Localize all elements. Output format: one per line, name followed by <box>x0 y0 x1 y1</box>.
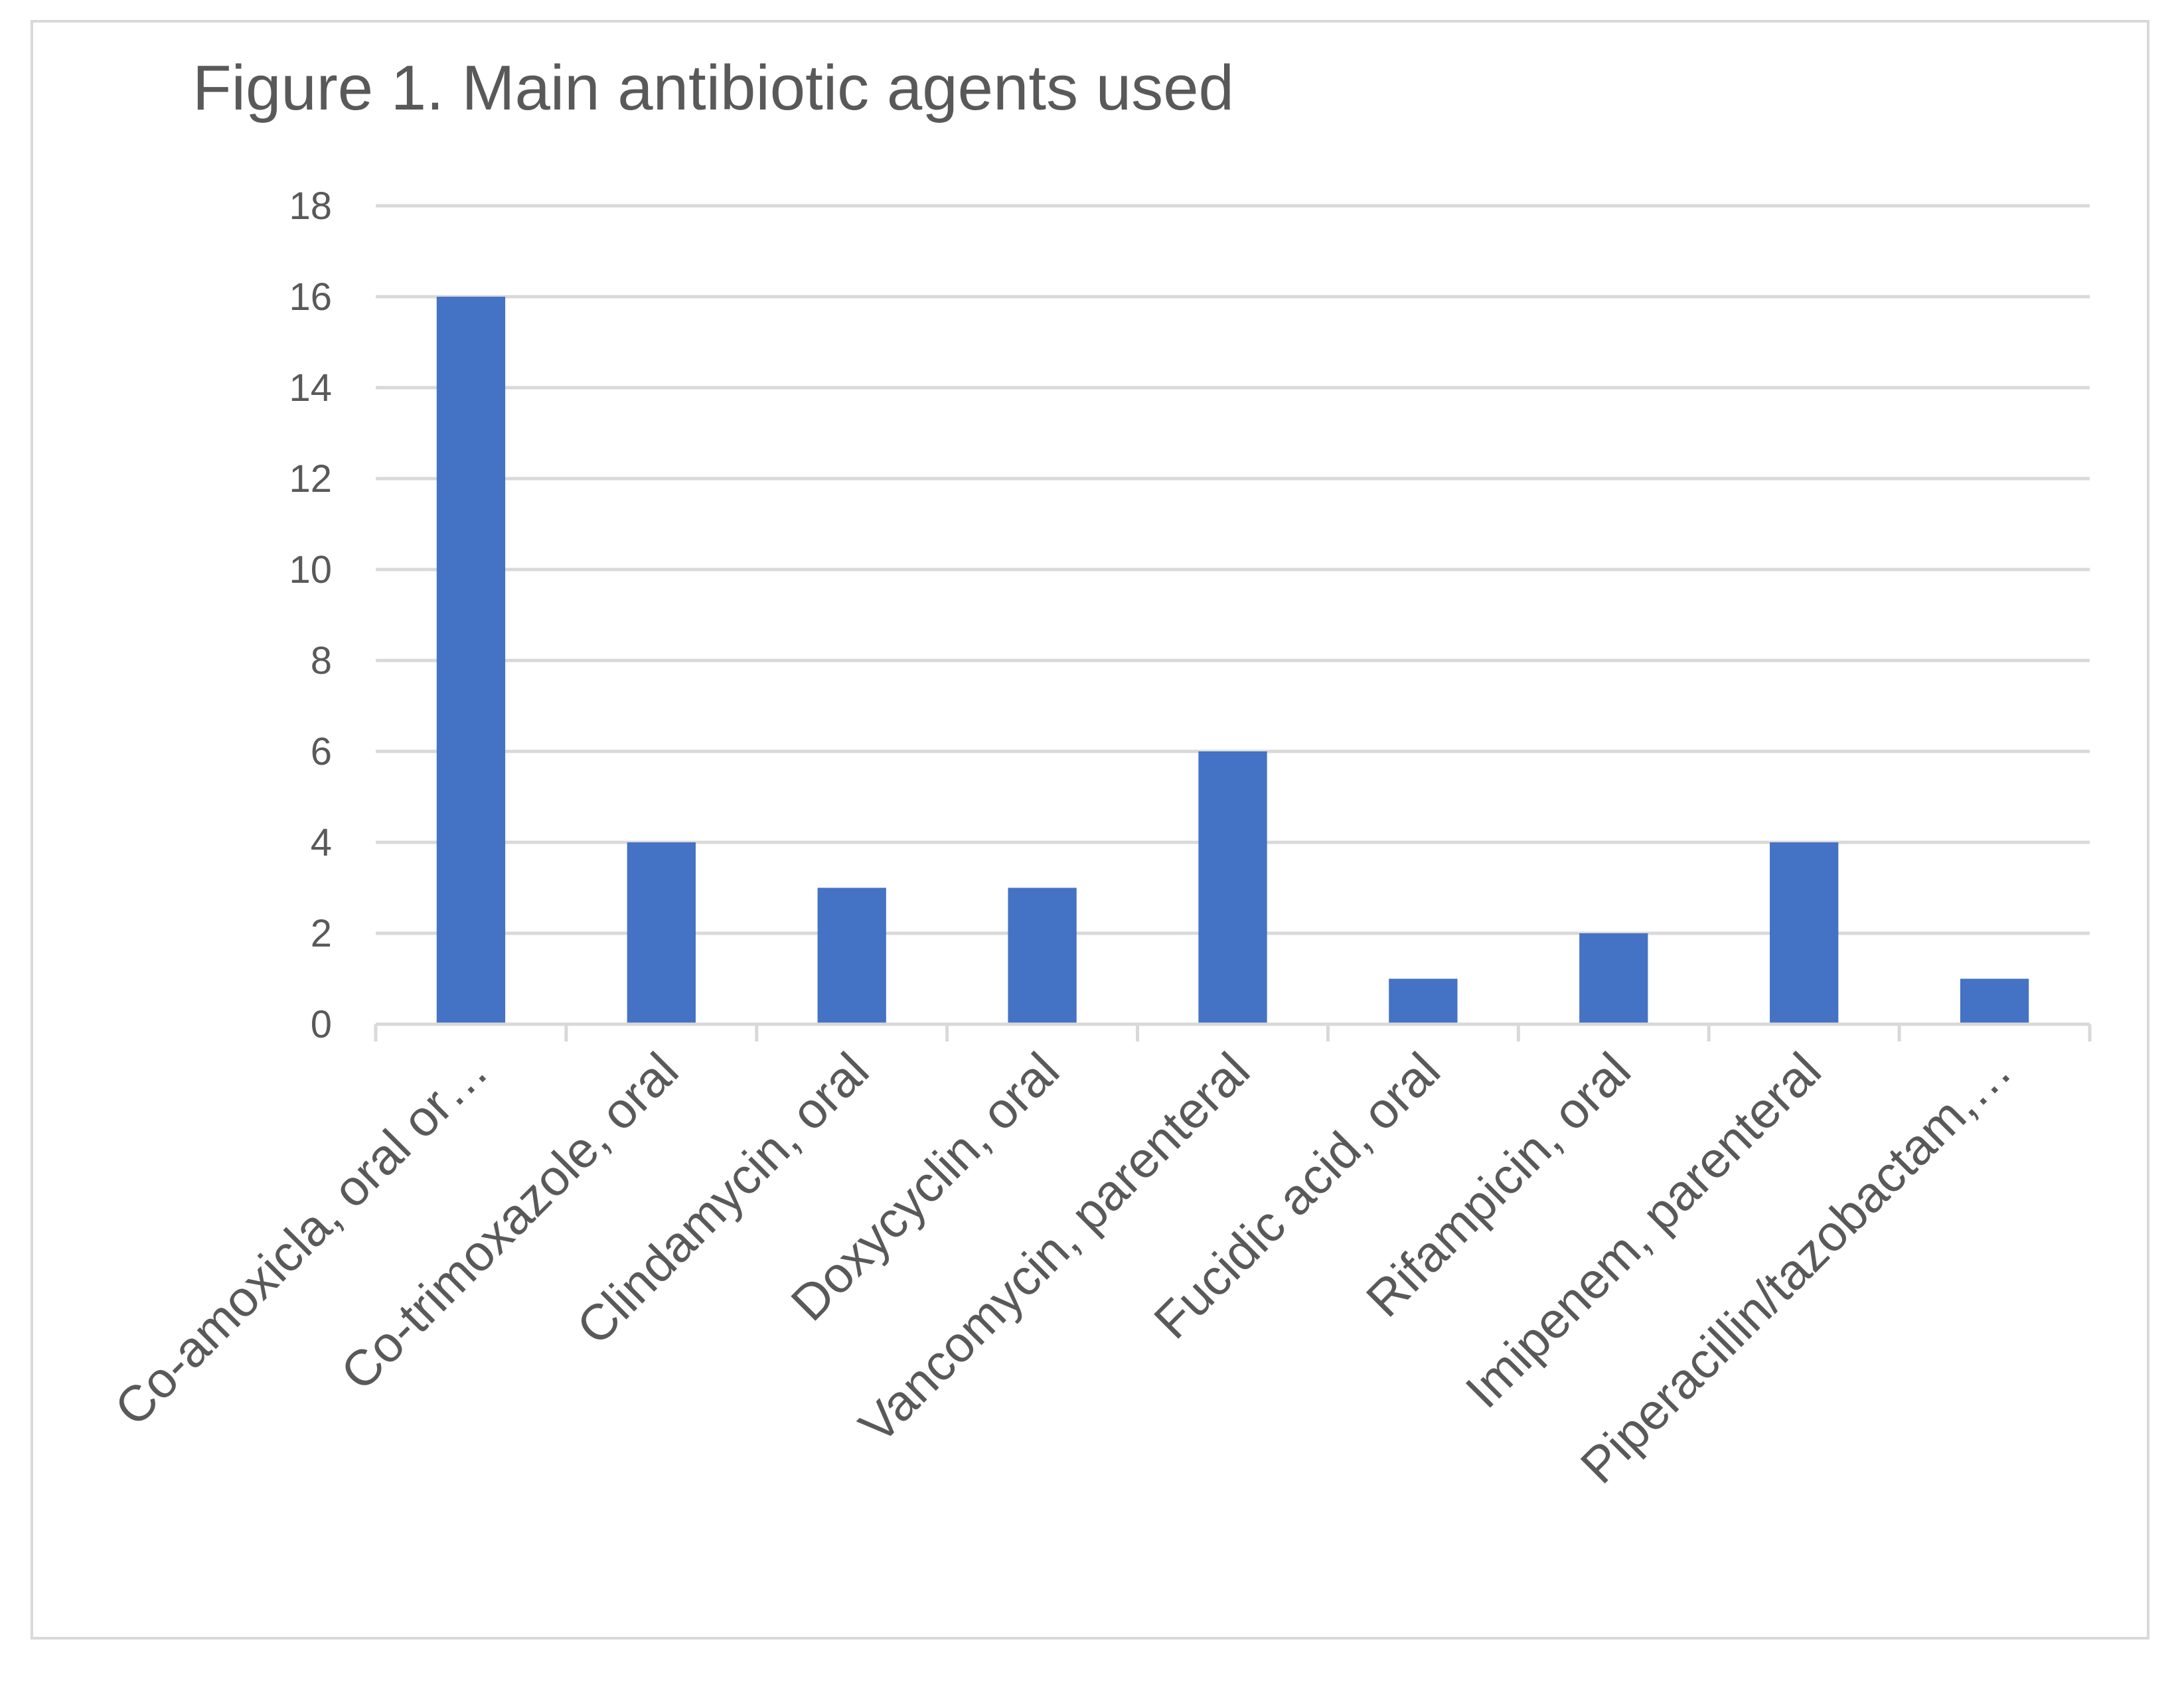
x-tick-label: Vancomycin, parenteral <box>848 1042 1261 1454</box>
bars <box>436 297 2029 1024</box>
bar <box>436 297 506 1024</box>
x-axis-tick-labels: Co-amoxicla, oral or…Co-trimoxazole, ora… <box>104 1042 2023 1494</box>
bar <box>627 842 696 1024</box>
y-tick-label: 0 <box>311 1003 332 1046</box>
y-tick-label: 10 <box>289 548 332 591</box>
y-tick-label: 18 <box>289 185 332 228</box>
y-tick-label: 2 <box>311 912 332 955</box>
y-tick-label: 12 <box>289 457 332 500</box>
bar <box>1198 751 1267 1024</box>
y-tick-label: 6 <box>311 730 332 773</box>
x-axis <box>374 1022 2092 1041</box>
x-tick-label: Co-amoxicla, oral or… <box>104 1042 499 1437</box>
bar <box>1960 978 2029 1024</box>
x-tick-label: Imipenem, parenteral <box>1455 1042 1832 1419</box>
chart-title: Figure 1. Main antibiotic agents used <box>193 52 1234 123</box>
y-tick-label: 16 <box>289 275 332 319</box>
bar <box>1770 842 1839 1024</box>
y-tick-label: 8 <box>311 639 332 682</box>
bar <box>1389 978 1458 1024</box>
bar <box>817 887 886 1024</box>
y-axis-tick-labels: 0 2 4 6 8 10 12 14 16 18 <box>289 185 332 1046</box>
y-tick-label: 4 <box>311 821 332 864</box>
x-tick-label: Co-trimoxazole, oral <box>330 1042 689 1401</box>
bar <box>1008 887 1077 1024</box>
chart-frame <box>31 20 2149 1640</box>
bar <box>1579 933 1648 1024</box>
y-tick-label: 14 <box>289 366 332 410</box>
